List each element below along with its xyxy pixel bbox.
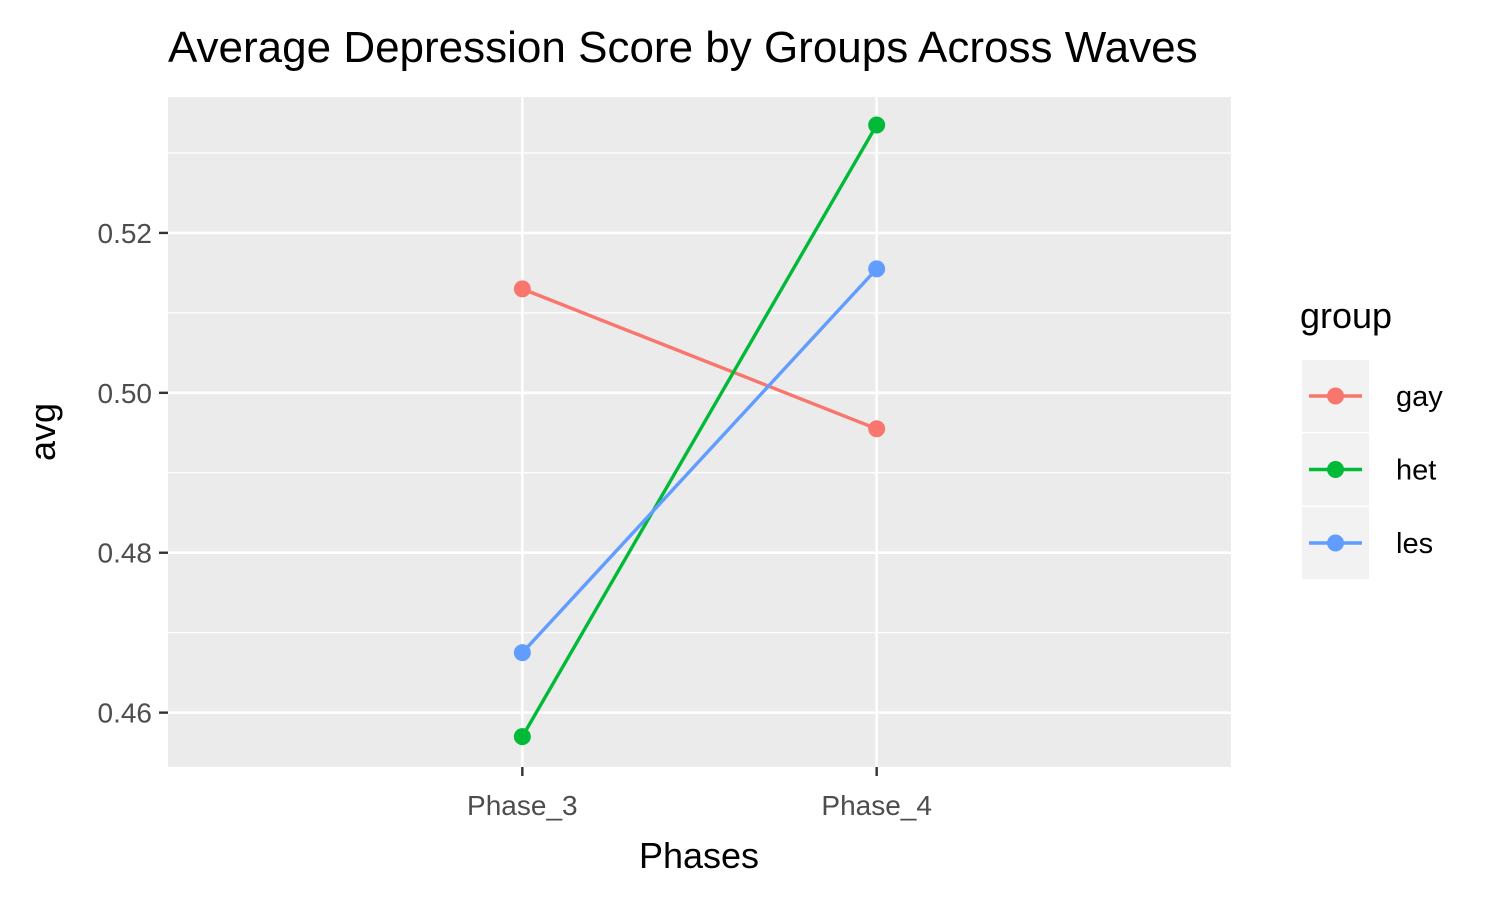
grid-minor <box>168 152 1231 634</box>
legend-label-les: les <box>1396 528 1433 560</box>
y-axis-title: avg <box>22 403 63 461</box>
x-axis: Phase_3 Phase_4 <box>467 767 932 821</box>
x-axis-title: Phases <box>639 835 759 876</box>
legend-key-point <box>1327 534 1344 552</box>
series-line-gay <box>521 287 878 431</box>
chart-title: Average Depression Score by Groups Acros… <box>168 23 1198 72</box>
series-line-het <box>520 124 879 738</box>
y-tick-label: 0.46 <box>98 698 153 729</box>
y-tick-label: 0.48 <box>98 538 153 569</box>
data-point-les <box>868 260 886 278</box>
y-tick-label: 0.52 <box>98 218 153 249</box>
series-lines <box>520 124 879 738</box>
data-point-het <box>513 728 531 746</box>
data-point-gay <box>513 280 531 298</box>
x-tick-label: Phase_3 <box>467 790 578 821</box>
y-axis: 0.46 0.48 0.50 0.52 <box>98 218 168 729</box>
x-tick-label: Phase_4 <box>821 790 932 821</box>
data-point-gay <box>868 420 886 438</box>
legend: group gay het les <box>1300 295 1443 579</box>
legend-label-gay: gay <box>1396 381 1443 413</box>
series-points <box>513 116 886 746</box>
legend-title: group <box>1300 295 1392 336</box>
legend-key-point <box>1327 387 1344 405</box>
y-tick-label: 0.50 <box>98 378 153 409</box>
legend-key-point <box>1327 461 1344 478</box>
legend-label-het: het <box>1396 455 1436 487</box>
data-point-het <box>868 116 886 134</box>
data-point-les <box>513 644 531 662</box>
series-line-les <box>521 267 878 654</box>
